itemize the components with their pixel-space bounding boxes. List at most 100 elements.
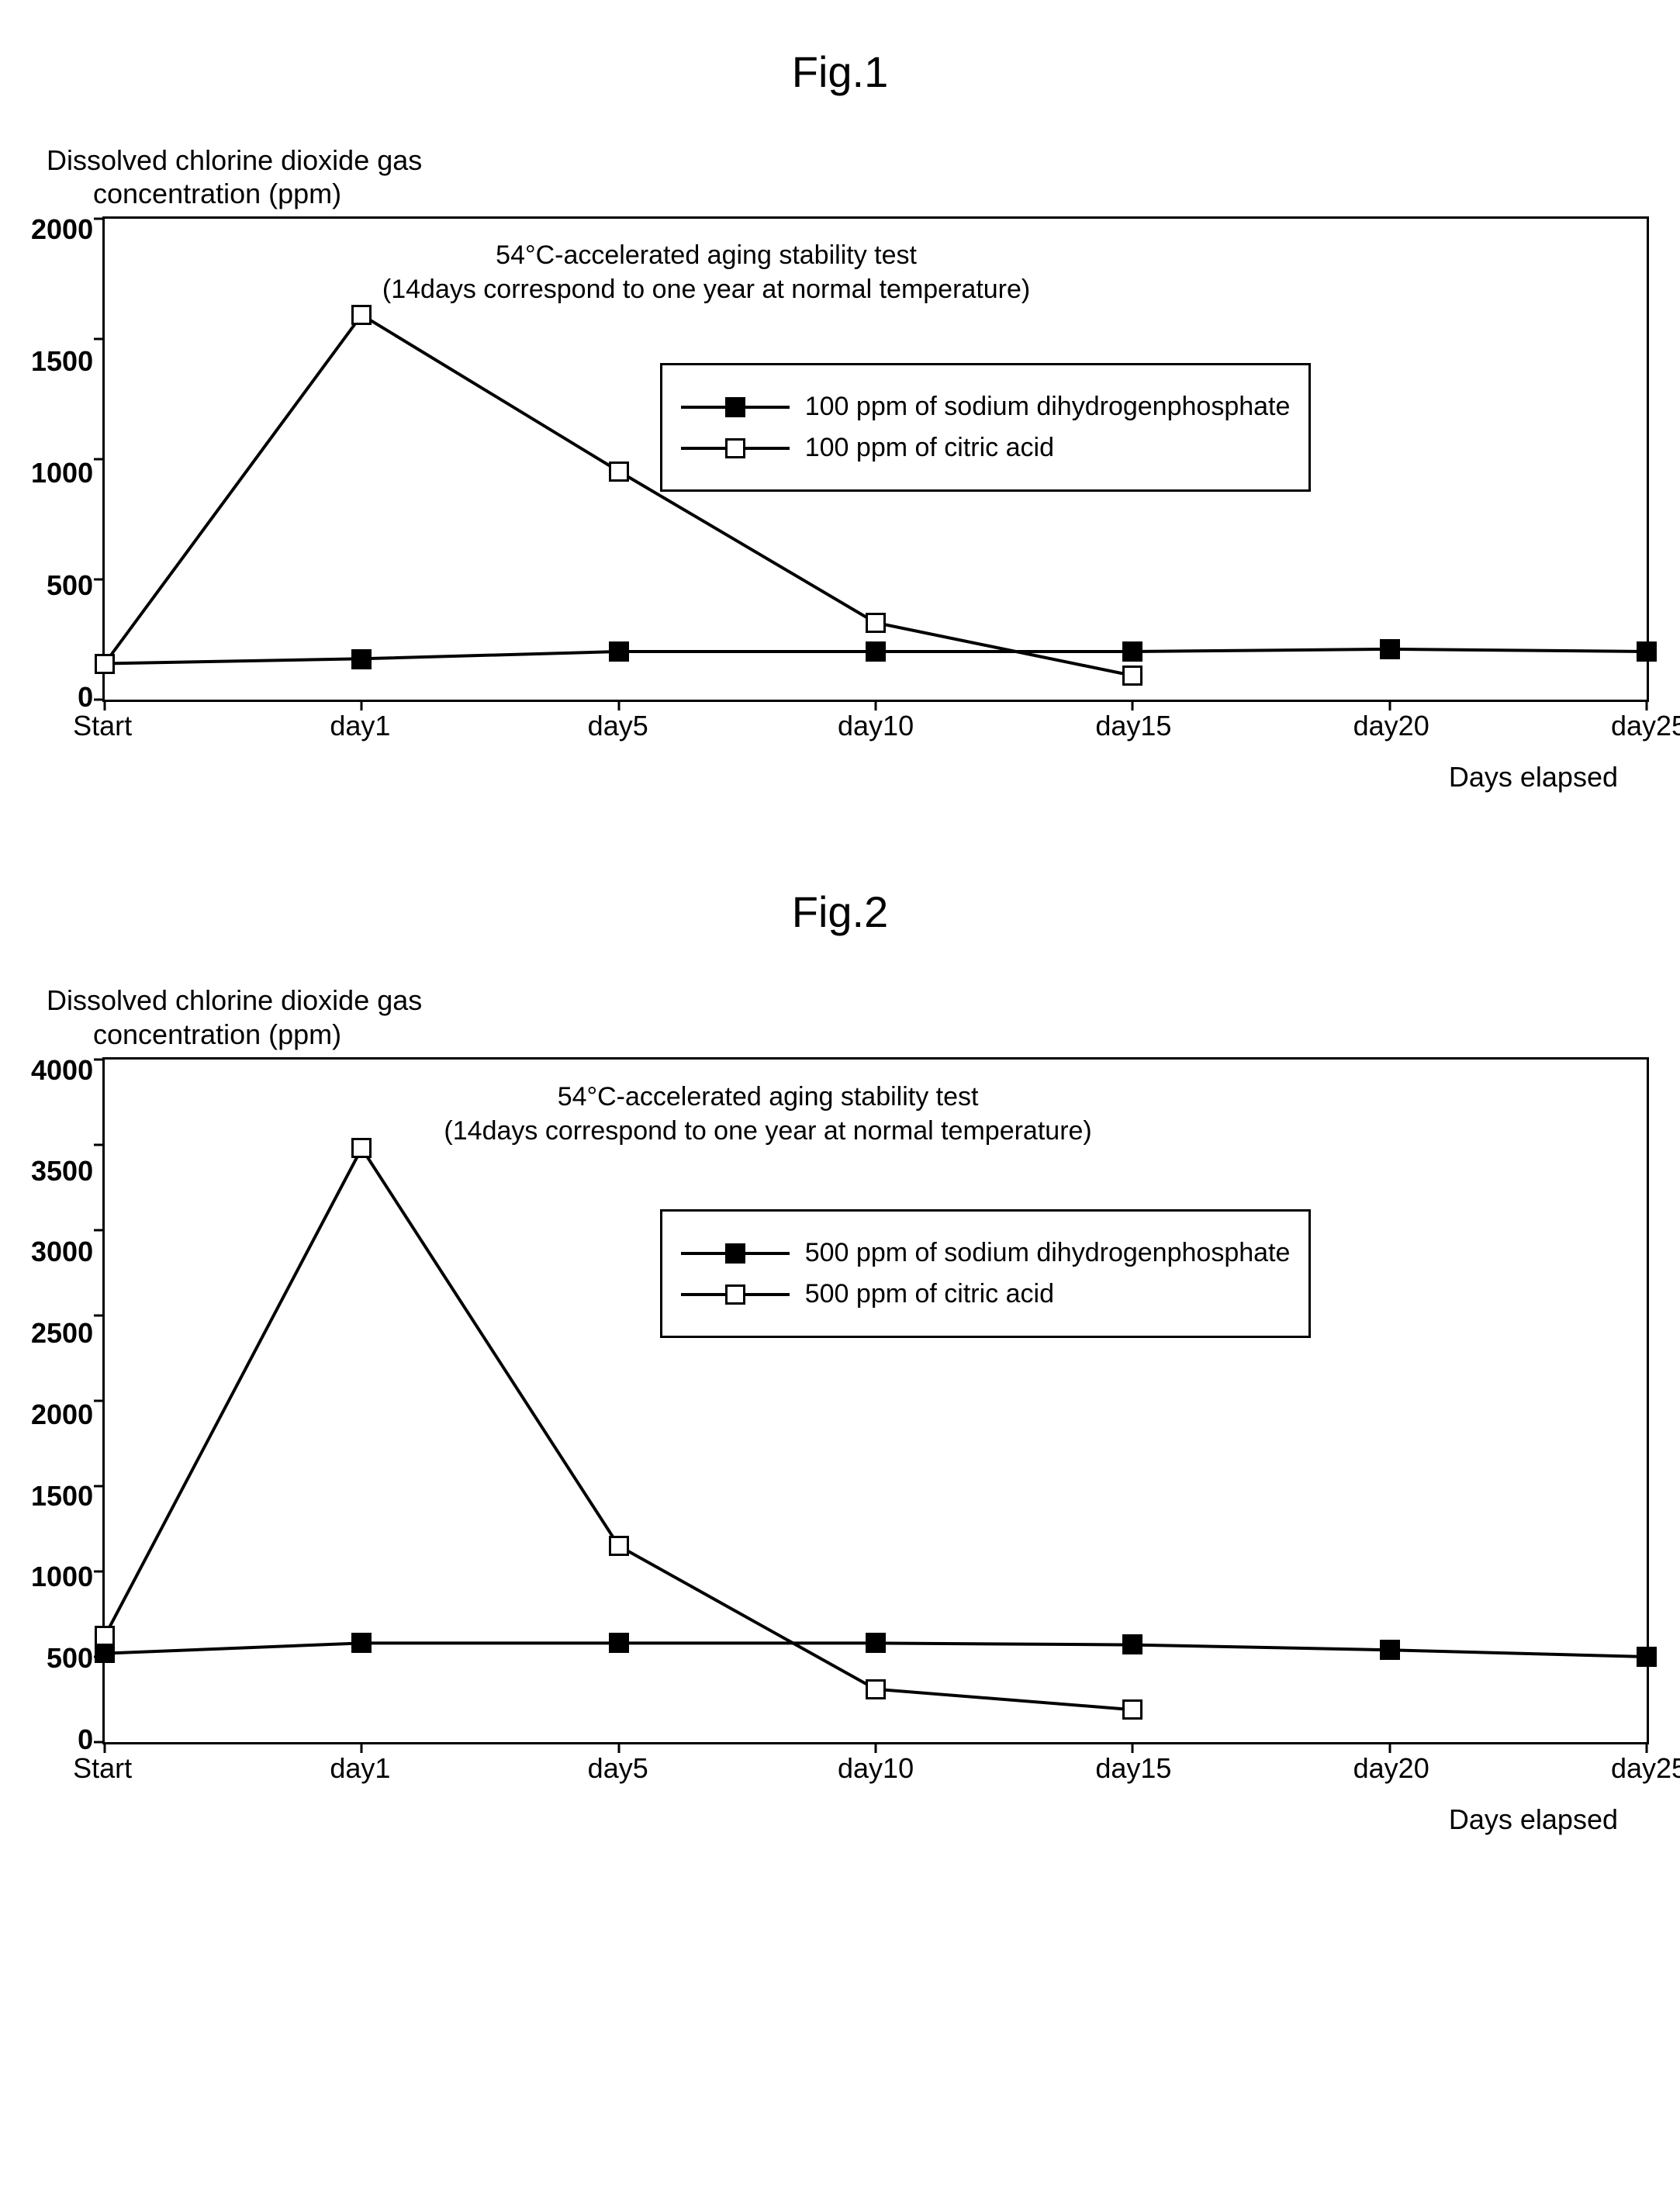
y-tick-label: 500 — [47, 1642, 93, 1675]
y-tick-mark — [94, 579, 105, 581]
hollow-square-marker — [725, 438, 745, 458]
x-tick-label: day20 — [1353, 1752, 1429, 1785]
legend-swatch — [681, 406, 790, 409]
x-tick-label: day15 — [1095, 1752, 1171, 1785]
y-axis-label-line1: Dissolved chlorine dioxide gas — [47, 143, 1649, 177]
x-ticks: Startday1day5day10day15day20day25 — [102, 1752, 1649, 1788]
y-tick-mark — [94, 458, 105, 461]
x-tick-mark — [1646, 700, 1648, 710]
x-tick-mark — [1132, 1742, 1134, 1753]
filled-square-marker — [1380, 1640, 1400, 1660]
x-tick-label: day20 — [1353, 710, 1429, 742]
x-tick-mark — [1646, 1742, 1648, 1753]
annotation-text: 54°C-accelerated aging stability test(14… — [444, 1080, 1091, 1148]
y-tick-mark — [94, 1399, 105, 1402]
filled-square-marker — [725, 397, 745, 417]
x-tick-label: day1 — [330, 1752, 390, 1785]
hollow-square-marker — [725, 1284, 745, 1305]
annotation-line1: 54°C-accelerated aging stability test — [382, 238, 1030, 272]
hollow-square-marker — [351, 1138, 372, 1158]
y-tick-label: 1500 — [31, 345, 93, 378]
y-axis-label-line1: Dissolved chlorine dioxide gas — [47, 984, 1649, 1017]
legend-label: 500 ppm of sodium dihydrogenphosphate — [805, 1238, 1291, 1268]
hollow-square-marker — [1122, 666, 1142, 686]
legend-swatch — [681, 1252, 790, 1255]
filled-square-marker — [1637, 1647, 1657, 1667]
hollow-square-marker — [866, 613, 886, 633]
y-ticks: 2000150010005000 — [31, 216, 102, 697]
legend-swatch — [681, 1293, 790, 1296]
legend-label: 100 ppm of citric acid — [805, 433, 1054, 463]
hollow-square-marker — [609, 462, 629, 482]
y-tick-label: 2000 — [31, 213, 93, 246]
y-tick-label: 4000 — [31, 1054, 93, 1087]
filled-square-marker — [609, 1633, 629, 1653]
y-tick-mark — [94, 1143, 105, 1146]
hollow-square-marker — [95, 654, 115, 674]
legend-row: 500 ppm of citric acid — [681, 1279, 1291, 1309]
y-tick-label: 0 — [78, 681, 93, 714]
filled-square-marker — [1637, 641, 1657, 662]
filled-square-marker — [1122, 1634, 1142, 1654]
y-tick-mark — [94, 1570, 105, 1572]
y-axis-label: Dissolved chlorine dioxide gasconcentrat… — [47, 143, 1649, 210]
y-axis-label: Dissolved chlorine dioxide gasconcentrat… — [47, 984, 1649, 1050]
x-tick-label: day1 — [330, 710, 390, 742]
legend-row: 500 ppm of sodium dihydrogenphosphate — [681, 1238, 1291, 1268]
x-tick-label: day15 — [1095, 710, 1171, 742]
x-tick-label: Start — [73, 1752, 132, 1785]
filled-square-marker — [866, 641, 886, 662]
y-tick-label: 3500 — [31, 1155, 93, 1188]
y-tick-mark — [94, 1485, 105, 1487]
figure-1: Fig.1 Dissolved chlorine dioxide gasconce… — [31, 47, 1649, 793]
legend-row: 100 ppm of sodium dihydrogenphosphate — [681, 392, 1291, 422]
x-tick-mark — [875, 700, 877, 710]
x-tick-label: Start — [73, 710, 132, 742]
x-tick-mark — [104, 1742, 106, 1753]
x-tick-mark — [617, 1742, 620, 1753]
legend-swatch — [681, 447, 790, 450]
hollow-square-marker — [95, 1626, 115, 1646]
hollow-square-marker — [609, 1536, 629, 1556]
hollow-square-marker — [1122, 1699, 1142, 1720]
x-tick-label: day10 — [838, 710, 914, 742]
figure-title: Fig.1 — [31, 47, 1649, 97]
filled-square-marker — [1380, 639, 1400, 659]
filled-square-marker — [609, 641, 629, 662]
plot-area: 54°C-accelerated aging stability test(14… — [102, 216, 1649, 702]
figure-title: Fig.2 — [31, 887, 1649, 937]
legend: 500 ppm of sodium dihydrogenphosphate 500… — [660, 1209, 1312, 1338]
legend: 100 ppm of sodium dihydrogenphosphate 100… — [660, 363, 1312, 492]
annotation-text: 54°C-accelerated aging stability test(14… — [382, 238, 1030, 306]
x-tick-mark — [361, 700, 363, 710]
x-tick-label: day5 — [588, 710, 648, 742]
y-tick-mark — [94, 338, 105, 341]
y-tick-label: 1500 — [31, 1480, 93, 1513]
filled-square-marker — [351, 1633, 372, 1653]
x-ticks: Startday1day5day10day15day20day25 — [102, 710, 1649, 745]
filled-square-marker — [866, 1633, 886, 1653]
x-tick-mark — [1388, 1742, 1391, 1753]
x-tick-mark — [1388, 700, 1391, 710]
x-tick-label: day25 — [1611, 710, 1680, 742]
y-ticks: 40003500300025002000150010005000 — [31, 1057, 102, 1740]
y-tick-label: 500 — [47, 569, 93, 602]
y-tick-mark — [94, 1314, 105, 1316]
y-tick-label: 2000 — [31, 1398, 93, 1431]
hollow-square-marker — [351, 305, 372, 325]
x-tick-label: day5 — [588, 1752, 648, 1785]
legend-label: 100 ppm of sodium dihydrogenphosphate — [805, 392, 1291, 422]
x-axis-label: Days elapsed — [102, 1803, 1649, 1836]
x-tick-mark — [617, 700, 620, 710]
y-tick-label: 2500 — [31, 1317, 93, 1350]
filled-square-marker — [351, 649, 372, 669]
y-axis-label-line2: concentration (ppm) — [47, 1018, 1649, 1051]
y-tick-label: 1000 — [31, 1561, 93, 1593]
plot-area: 54°C-accelerated aging stability test(14… — [102, 1057, 1649, 1744]
filled-square-marker — [1122, 641, 1142, 662]
figure-2: Fig.2 Dissolved chlorine dioxide gasconce… — [31, 887, 1649, 1835]
x-tick-label: day25 — [1611, 1752, 1680, 1785]
x-tick-mark — [104, 700, 106, 710]
annotation-line2: (14days correspond to one year at normal… — [444, 1114, 1091, 1148]
annotation-line2: (14days correspond to one year at normal… — [382, 272, 1030, 306]
